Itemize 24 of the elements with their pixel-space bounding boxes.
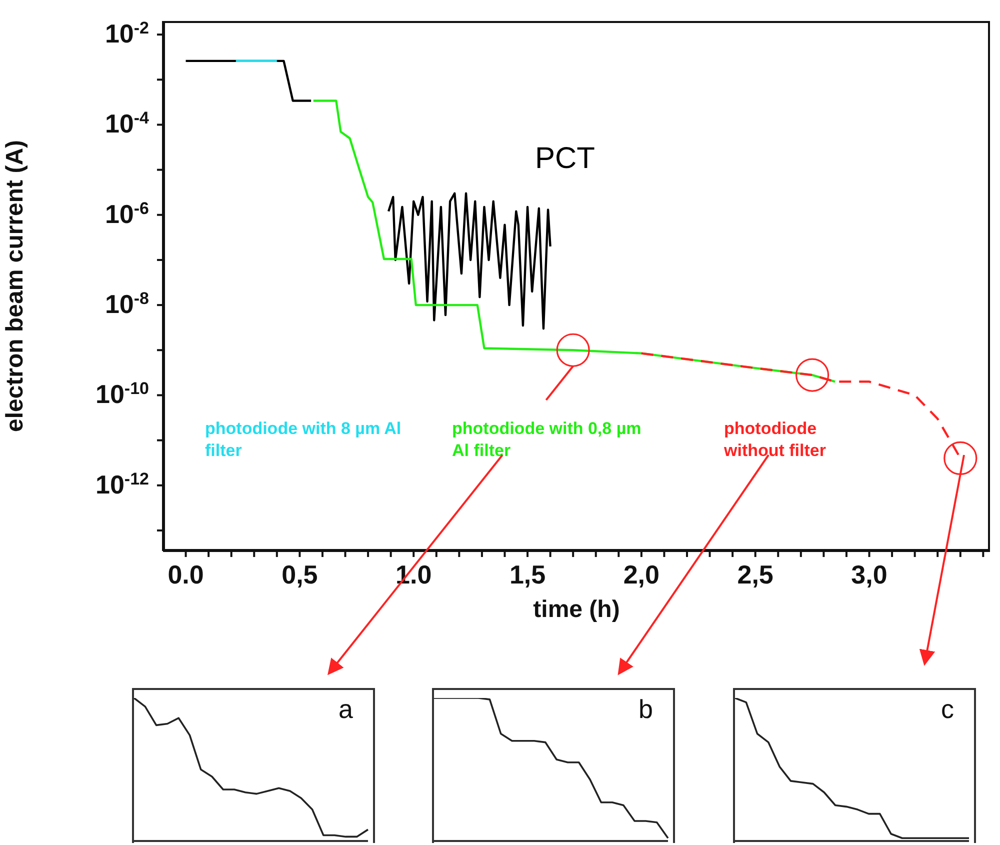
- chart-title: c: [941, 694, 954, 725]
- y-tick-label: 10$^{-10}$: [96, 378, 149, 410]
- text: photodiode with 8 µm Al filter: [205, 418, 402, 462]
- point: [796, 358, 830, 392]
- x-tick-label: 1,5: [509, 559, 546, 590]
- y-axis-title: electron beam current (A): [2, 140, 29, 432]
- point: [944, 441, 978, 476]
- y-tick-label: 10$^{-8}$: [104, 288, 149, 320]
- x-tick-label: 2,0: [623, 559, 660, 590]
- x-tick-label: 2,5: [737, 559, 774, 590]
- y-tick-label: 10$^{-4}$: [104, 108, 150, 139]
- x-tick-label: 0.0: [168, 559, 204, 590]
- series-label: PCT: [535, 142, 596, 175]
- series-label: photodiode without filter: [724, 418, 827, 462]
- y-tick-label: 10$^{-12}$: [96, 468, 149, 500]
- line-series: [312, 100, 836, 383]
- chart-title: b: [638, 694, 653, 725]
- chart-title: a: [338, 694, 353, 725]
- y-tick-label: 10$^{-2}$: [104, 18, 149, 49]
- legend-label: photodiode with 0,8 µm Al filter: [452, 418, 642, 462]
- x-tick-label: 3,0: [851, 559, 888, 590]
- x-tick-label: 0,5: [282, 559, 318, 590]
- y-tick-label: 10$^{-6}$: [104, 198, 149, 229]
- x-axis-title: time (h): [533, 596, 620, 623]
